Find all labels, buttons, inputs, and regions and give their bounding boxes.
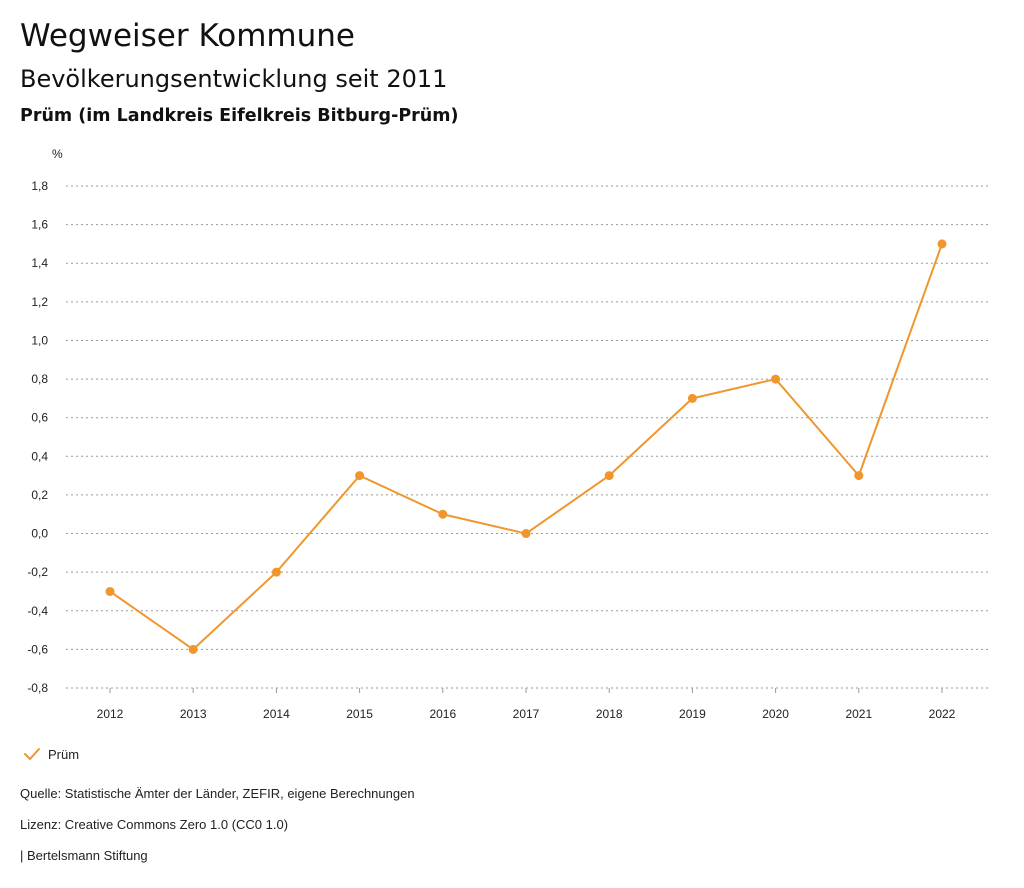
- y-tick-label: -0,4: [27, 604, 48, 618]
- check-icon: [24, 748, 40, 760]
- y-tick-label: -0,2: [27, 565, 48, 579]
- x-tick-label: 2020: [762, 707, 789, 721]
- y-tick-label: 0,0: [31, 527, 48, 541]
- legend-label: Prüm: [48, 746, 80, 762]
- x-tick-label: 2018: [596, 707, 623, 721]
- y-tick-label: 0,2: [31, 488, 48, 502]
- y-tick-label: 1,0: [31, 333, 48, 347]
- page-title: Wegweiser Kommune: [20, 18, 355, 54]
- legend-item-pruem[interactable]: Prüm: [22, 744, 79, 764]
- y-tick-label: 0,8: [31, 372, 48, 386]
- series-layer: [105, 239, 947, 654]
- x-tick-label: 2022: [929, 707, 956, 721]
- data-point: [105, 586, 115, 596]
- y-tick-label: 0,4: [31, 449, 48, 463]
- x-tick-label: 2019: [679, 707, 706, 721]
- data-point: [271, 567, 281, 577]
- license-note: Lizenz: Creative Commons Zero 1.0 (CC0 1…: [20, 817, 289, 832]
- x-tick-label: 2013: [180, 707, 207, 721]
- x-tick-label: 2012: [97, 707, 124, 721]
- grid-lines: [66, 185, 990, 689]
- y-tick-label: -0,8: [27, 681, 48, 695]
- chart-subtitle: Bevölkerungsentwicklung seit 2011: [20, 65, 448, 93]
- x-axis-ticks: 2012 2013 2014 2015 2016 2017 2018 2019 2020 2021…: [97, 688, 956, 721]
- region-label: Prüm (im Landkreis Eifelkreis Bitburg-Pr…: [20, 106, 459, 126]
- x-tick-label: 2015: [346, 707, 373, 721]
- y-axis-ticks: -0,8 -0,6 -0,4 -0,2 0,0 0,2 0,4 0,6 0,8 1,0 1,2 1,4…: [27, 179, 48, 695]
- y-axis-unit: %: [52, 147, 63, 161]
- data-point: [355, 471, 365, 481]
- data-point: [687, 393, 697, 403]
- data-point: [188, 644, 198, 654]
- data-point: [521, 529, 531, 539]
- data-point: [854, 471, 864, 481]
- x-tick-label: 2021: [845, 707, 872, 721]
- y-tick-label: 0,6: [31, 411, 48, 425]
- source-note: Quelle: Statistische Ämter der Länder, Z…: [20, 786, 415, 801]
- x-tick-label: 2014: [263, 707, 290, 721]
- data-point: [937, 239, 947, 249]
- x-tick-label: 2016: [429, 707, 456, 721]
- y-tick-label: 1,2: [31, 295, 48, 309]
- data-point: [604, 471, 614, 481]
- y-tick-label: 1,8: [31, 179, 48, 193]
- series-line: [109, 243, 943, 651]
- y-tick-label: 1,4: [31, 256, 48, 270]
- credit-note: | Bertelsmann Stiftung: [20, 848, 148, 863]
- data-point: [438, 509, 448, 519]
- y-tick-label: 1,6: [31, 218, 48, 232]
- x-tick-label: 2017: [513, 707, 540, 721]
- line-chart: -0,8 -0,6 -0,4 -0,2 0,0 0,2 0,4 0,6 0,8 1,0 1,2 1,4…: [27, 147, 990, 721]
- y-tick-label: -0,6: [27, 642, 48, 656]
- data-point: [771, 374, 781, 384]
